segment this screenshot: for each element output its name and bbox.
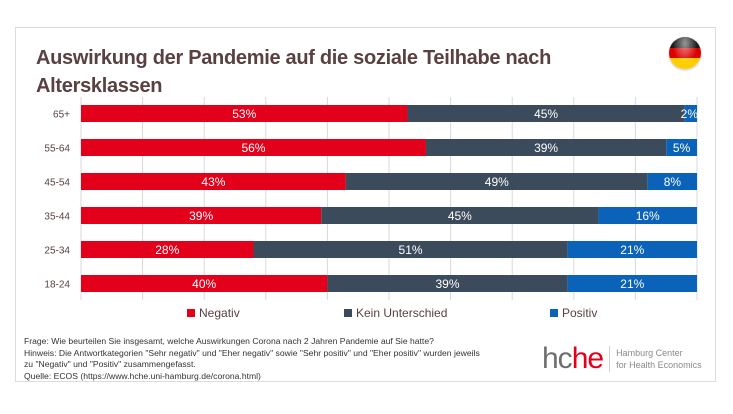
value-label: 16% [636,209,660,223]
bar-segment-kein-unterschied [345,173,648,190]
legend: Negativ Kein Unterschied Positiv [0,306,733,322]
value-label: 39% [189,209,213,223]
bar-segment-kein-unterschied [425,139,667,156]
value-label: 8% [664,175,682,189]
bar-segment-kein-unterschied [253,241,568,258]
bar-segment-negativ [81,207,322,224]
logo-mark-he: he [571,342,604,375]
hche-logo: hche Hamburg Center for Health Economics [542,344,702,374]
bar-segment-positiv [567,275,697,292]
value-label: 40% [192,277,216,291]
value-label: 39% [534,141,558,155]
legend-item-negativ: Negativ [187,306,240,320]
title-line-2: Altersklassen [36,75,163,97]
logo-text-line-1: Hamburg Center [616,348,683,358]
bar-segment-negativ [81,105,408,122]
legend-item-kein-unterschied: Kein Unterschied [344,306,447,320]
category-labels: 65+ 55-64 45-54 35-44 25-34 18-24 [44,110,70,291]
category-label: 35-44 [44,212,70,223]
legend-swatch-negativ [187,309,195,317]
value-labels: 53% 45% 2% 56% 39% 5% 43% 49% 8% 39% 45% 16% 28% 51% 2… [155,107,698,291]
bar-segment-positiv [647,173,697,190]
value-label: 53% [232,107,256,121]
legend-label-kein-unterschied: Kein Unterschied [356,306,448,320]
bar-segment-negativ [81,173,346,190]
value-label: 28% [155,243,179,257]
value-label: 5% [673,141,691,155]
chart-title: Auswirkung der Pandemie auf die soziale … [36,44,596,100]
bar-segment-negativ [81,241,254,258]
value-label: 2% [681,107,699,121]
bar-segment-kein-unterschied [321,207,599,224]
bar-segment-positiv [684,105,697,122]
category-label: 45-54 [44,178,70,189]
note-hinweis-1: Hinweis: Die Antwortkategorien "Sehr neg… [24,347,480,358]
logo-mark: hche [542,342,604,375]
bars [81,105,697,292]
bar-segment-positiv [598,207,697,224]
category-label: 55-64 [44,144,70,155]
legend-label-negativ: Negativ [199,306,240,320]
value-label: 49% [485,175,509,189]
logo-text-line-2: for Health Economics [616,360,702,370]
value-label: 43% [201,175,225,189]
logo-separator [609,346,611,372]
legend-swatch-positiv [550,309,558,317]
category-label: 65+ [53,110,70,121]
value-label: 45% [534,107,558,121]
bar-segment-kein-unterschied [327,275,568,292]
bar-segment-negativ [81,139,426,156]
category-label: 25-34 [44,246,70,257]
value-label: 21% [620,277,644,291]
chart-card [15,27,716,382]
note-quelle: Quelle: ECOS (https://www.hche.uni-hambu… [24,370,261,381]
bar-segment-negativ [81,275,328,292]
flag-gloss [669,37,701,69]
note-hinweis-2: zu "Negativ" und "Positiv" zusammengefas… [24,359,196,370]
bar-segment-positiv [666,139,697,156]
germany-flag-icon [669,37,701,69]
value-label: 56% [241,141,265,155]
footnotes: Frage: Wie beurteilen Sie insgesamt, wel… [24,336,524,382]
bar-segment-positiv [567,241,697,258]
bar-segment-kein-unterschied [407,105,685,122]
note-frage: Frage: Wie beurteilen Sie insgesamt, wel… [24,336,434,346]
legend-item-positiv: Positiv [550,306,597,320]
legend-swatch-kein-unterschied [344,309,352,317]
category-label: 18-24 [44,280,70,291]
title-line-1: Auswirkung der Pandemie auf die soziale … [36,47,551,69]
value-label: 45% [448,209,472,223]
value-label: 39% [436,277,460,291]
logo-text: Hamburg Center for Health Economics [616,347,702,371]
value-label: 51% [399,243,423,257]
logo-mark-hc: hc [542,342,573,375]
grid-lines [80,97,698,300]
value-label: 21% [620,243,644,257]
legend-label-positiv: Positiv [562,306,598,320]
